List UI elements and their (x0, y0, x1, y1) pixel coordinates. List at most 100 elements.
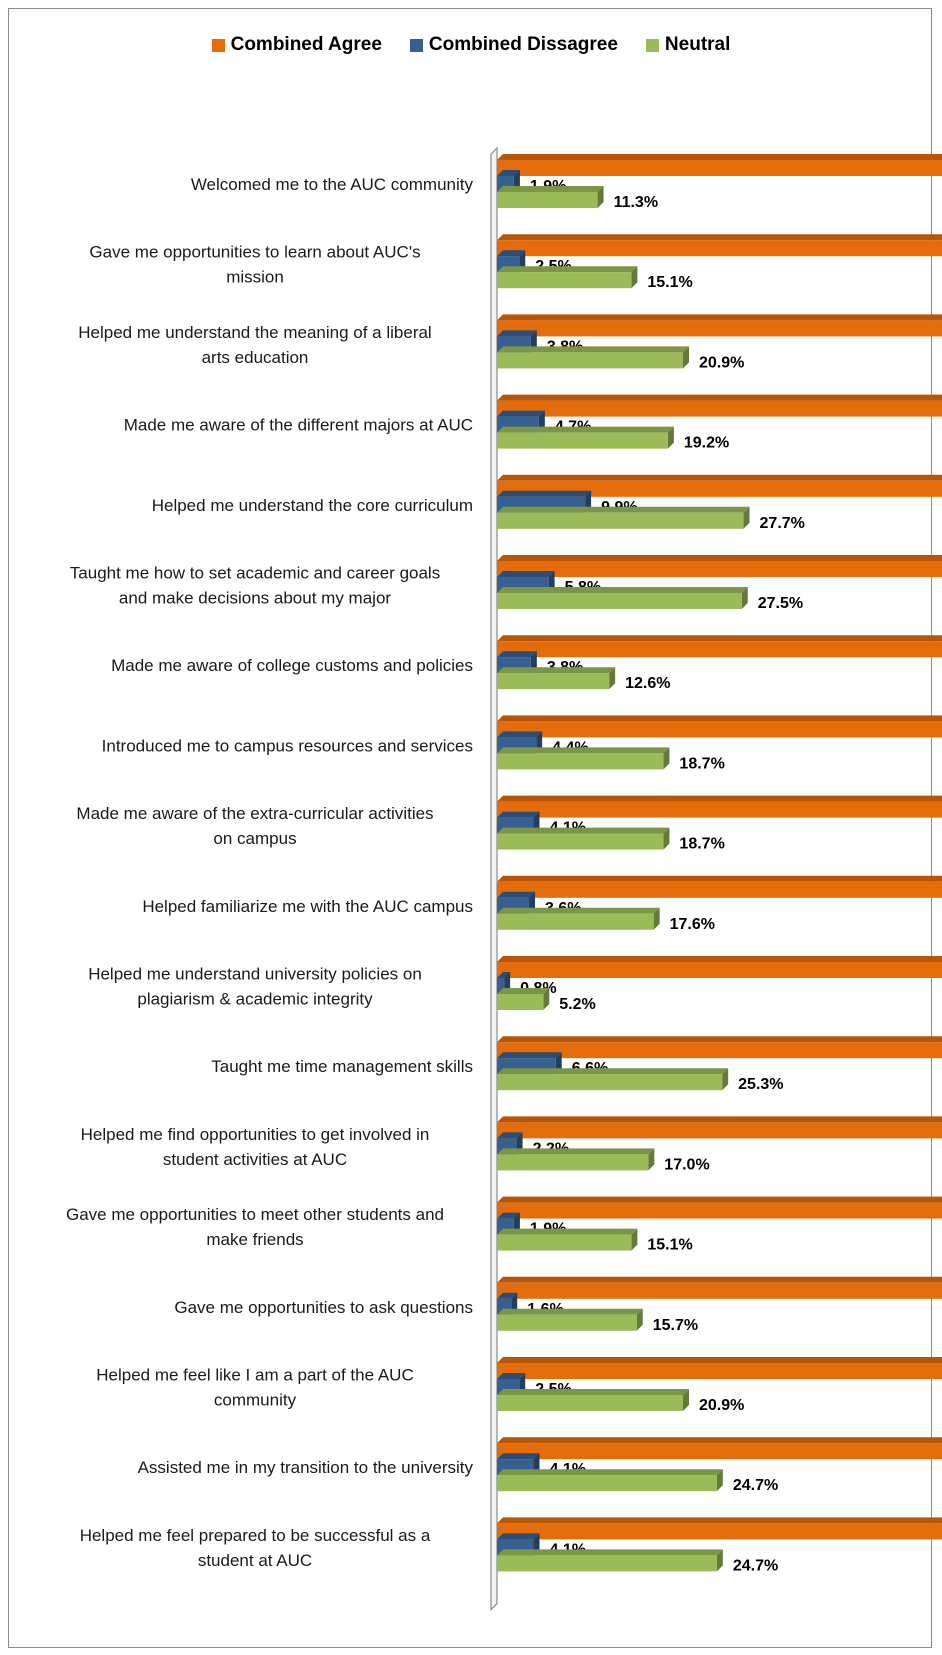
bar-neutral-3 (497, 432, 668, 449)
bar-top-combined-agree-10 (497, 956, 942, 962)
value-label-neutral-6: 12.6% (625, 675, 670, 692)
value-label-neutral-10: 5.2% (559, 996, 595, 1013)
bar-combined-agree-15 (497, 1363, 942, 1379)
bar-side-neutral-4 (743, 506, 750, 529)
legend-swatch-combined-disagree (409, 38, 423, 52)
bar-combined-agree-12 (497, 1122, 942, 1139)
bar-top-combined-agree-13 (497, 1196, 942, 1203)
legend-item-neutral: Neutral (645, 34, 730, 56)
bar-side-neutral-14 (636, 1308, 643, 1331)
bar-neutral-10 (497, 994, 544, 1010)
category-label-line: Helped me find opportunities to get invo… (81, 1125, 430, 1144)
category-label-line: on campus (213, 829, 296, 848)
category-label-made-me-aware-of-the-different-majors-at: Made me aware of the different majors at… (124, 416, 473, 435)
bar-combined-agree-8 (497, 801, 942, 818)
bar-side-neutral-16 (716, 1469, 723, 1492)
value-label-neutral-4: 27.7% (760, 515, 805, 532)
bar-neutral-7 (497, 753, 664, 770)
bar-top-combined-dissagree-2 (497, 330, 537, 337)
bar-neutral-11 (497, 1074, 723, 1091)
bar-neutral-15 (497, 1395, 684, 1411)
bar-top-combined-agree-8 (497, 795, 942, 802)
category-label-assisted-me-in-my-transition-to-the-univ: Assisted me in my transition to the univ… (138, 1458, 474, 1477)
bar-top-combined-dissagree-8 (497, 811, 540, 818)
bar-neutral-4 (497, 512, 744, 529)
bar-top-combined-agree-17 (497, 1517, 942, 1524)
bar-top-combined-agree-12 (497, 1116, 942, 1123)
category-label-line: Helped familiarize me with the AUC campu… (142, 897, 473, 916)
bar-top-combined-dissagree-15 (497, 1373, 526, 1379)
bar-combined-agree-13 (497, 1202, 942, 1219)
category-label-line: Helped me understand the core curriculum (152, 496, 473, 515)
bar-neutral-14 (497, 1314, 637, 1331)
bar-top-combined-dissagree-7 (497, 731, 543, 738)
bar-combined-agree-3 (497, 400, 942, 417)
bar-combined-dissagree-10 (497, 978, 505, 994)
bar-combined-agree-11 (497, 1042, 942, 1059)
bar-top-neutral-13 (497, 1228, 638, 1235)
bar-top-combined-agree-0 (497, 154, 942, 160)
legend-swatch-combined-agree (211, 38, 225, 52)
bar-top-combined-agree-5 (497, 555, 942, 561)
value-label-neutral-3: 19.2% (684, 435, 729, 452)
bar-side-neutral-17 (716, 1549, 723, 1572)
value-label-neutral-9: 17.6% (670, 916, 715, 933)
value-label-neutral-7: 18.7% (679, 755, 724, 772)
bar-top-neutral-9 (497, 907, 660, 914)
bar-combined-agree-9 (497, 881, 942, 898)
bar-side-neutral-8 (663, 827, 670, 850)
bar-top-combined-dissagree-4 (497, 490, 592, 497)
bar-neutral-13 (497, 1234, 632, 1251)
category-label-line: Taught me time management skills (211, 1057, 473, 1076)
bar-top-combined-dissagree-11 (497, 1052, 562, 1059)
bar-top-combined-agree-14 (497, 1276, 942, 1283)
category-label-line: make friends (206, 1230, 303, 1249)
bar-top-neutral-14 (497, 1308, 643, 1315)
legend-label-combined-agree: Combined Agree (230, 34, 382, 55)
bar-combined-agree-0 (497, 160, 942, 176)
category-label-line: Welcomed me to the AUC community (191, 175, 474, 194)
bar-neutral-5 (497, 593, 742, 609)
category-label-gave-me-opportunities-to-meet-other-stud: Gave me opportunities to meet other stud… (66, 1205, 444, 1249)
category-label-line: Made me aware of college customs and pol… (111, 656, 473, 675)
bar-top-combined-agree-15 (497, 1357, 942, 1363)
bar-top-combined-agree-6 (497, 635, 942, 642)
bar-side-neutral-7 (663, 747, 670, 770)
category-label-line: Introduced me to campus resources and se… (102, 736, 473, 755)
bar-combined-agree-16 (497, 1443, 942, 1460)
bar-top-combined-dissagree-3 (497, 410, 545, 417)
bar-neutral-2 (497, 352, 684, 369)
bar-top-combined-agree-9 (497, 875, 942, 882)
legend-item-combined-disagree: Combined Dissagree (409, 34, 618, 56)
bar-top-neutral-7 (497, 747, 670, 754)
category-label-line: and make decisions about my major (119, 589, 391, 608)
category-label-line: mission (226, 268, 284, 287)
bar-top-combined-dissagree-16 (497, 1453, 540, 1460)
bar-top-neutral-1 (497, 266, 638, 273)
bar-combined-agree-5 (497, 561, 942, 577)
category-label-line: Helped me feel like I am a part of the A… (96, 1366, 414, 1385)
category-label-line: plagiarism & academic integrity (137, 990, 373, 1009)
bar-top-combined-dissagree-0 (497, 170, 520, 176)
category-label-line: Gave me opportunities to meet other stud… (66, 1205, 444, 1224)
category-label-line: arts education (202, 348, 309, 367)
bar-top-combined-agree-7 (497, 715, 942, 722)
category-label-line: Helped me feel prepared to be successful… (80, 1526, 431, 1545)
value-label-neutral-14: 15.7% (653, 1317, 698, 1334)
bar-side-neutral-9 (653, 907, 660, 930)
value-label-neutral-2: 20.9% (699, 354, 744, 371)
legend-label-combined-disagree: Combined Dissagree (428, 34, 618, 55)
bar-top-neutral-12 (497, 1148, 655, 1155)
bar-neutral-9 (497, 913, 654, 930)
category-label-helped-me-understand-the-meaning-of-a-li: Helped me understand the meaning of a li… (78, 323, 431, 367)
bar-side-neutral-13 (631, 1228, 638, 1251)
bar-top-combined-dissagree-1 (497, 250, 526, 257)
bar-top-combined-dissagree-14 (497, 1292, 518, 1299)
bar-side-neutral-10 (543, 988, 550, 1010)
value-label-neutral-13: 15.1% (647, 1237, 692, 1254)
category-label-line: Gave me opportunities to ask questions (174, 1298, 473, 1317)
axis-wall (490, 146, 498, 1612)
value-label-neutral-0: 11.3% (614, 194, 658, 211)
value-label-neutral-17: 24.7% (733, 1557, 778, 1574)
